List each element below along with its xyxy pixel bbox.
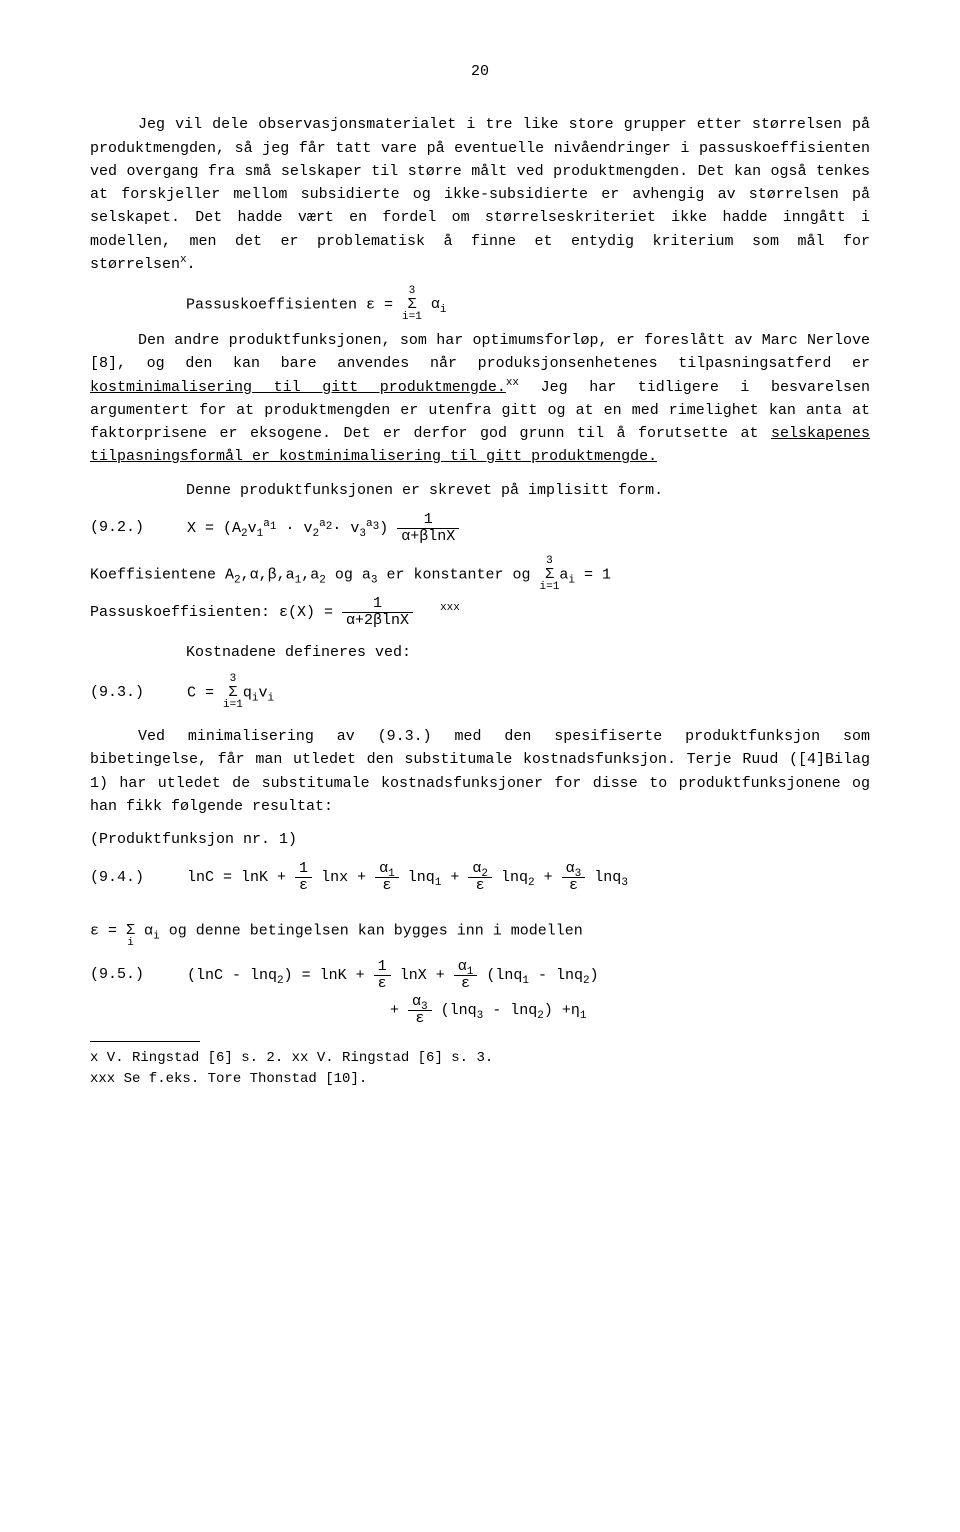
eps-condition: ε = Σ i αi og denne betingelsen kan bygg… (90, 912, 870, 949)
frac-passus2: 1 α+2βlnX (342, 596, 413, 629)
sum-bot: i=1 (402, 312, 422, 323)
eq-label-9-5: (9.5.) (90, 963, 178, 986)
footnotes: x V. Ringstad [6] s. 2. xx V. Ringstad [… (90, 1048, 870, 1091)
sum-symbol-4: Σ i (126, 912, 135, 949)
paragraph-2: Den andre produktfunksjonen, som har opt… (90, 329, 870, 469)
footnote-2: xxx Se f.eks. Tore Thonstad [10]. (90, 1069, 870, 1091)
sum-symbol: 3 Σ i=1 (402, 286, 422, 323)
sigma: Σ (402, 297, 422, 312)
equation-9-3: (9.3.) C = 3 Σ i=1 qivi (90, 674, 870, 711)
koef-line: Koeffisientene A2,α,β,a1,a2 og a3 er kon… (90, 556, 870, 593)
passus-label: Passuskoeffisienten ε = (186, 296, 402, 313)
equation-9-5-cont: + α3ε (lnq3 - lnq2) +η1 (390, 994, 870, 1027)
footnote-rule (90, 1041, 200, 1042)
equation-9-4: (9.4.) lnC = lnK + 1ε lnx + α1ε lnq1 + α… (90, 861, 870, 894)
equation-9-5: (9.5.) (lnC - lnq2) = lnK + 1ε lnX + α1ε… (90, 959, 870, 992)
paragraph-1: Jeg vil dele observasjonsmaterialet i tr… (90, 113, 870, 276)
footnote-mark-xxx: xxx (440, 602, 460, 614)
pf1-label: (Produktfunksjon nr. 1) (90, 828, 870, 851)
footnote-mark-xx: xx (506, 377, 519, 389)
equation-9-2: (9.2.) X = (A2v1a1 · v2a2· v3a3) 1 α+βln… (90, 512, 870, 545)
para2a: Den andre produktfunksjonen, som har opt… (90, 332, 870, 372)
sum-symbol-3: 3 Σ i=1 (223, 674, 243, 711)
eq92-body: X = (A2v1a1 · v2a2· v3a3) 1 α+βlnX (187, 520, 459, 537)
footnote-mark-x: x (180, 254, 187, 266)
passus-formula-2: Passuskoeffisienten: ε(X) = 1 α+2βlnX xx… (90, 596, 870, 629)
kost-def: Kostnadene defineres ved: (186, 641, 870, 664)
footnote-1: x V. Ringstad [6] s. 2. xx V. Ringstad [… (90, 1048, 870, 1070)
paragraph-4: Ved minimalisering av (9.3.) med den spe… (90, 725, 870, 818)
para1-text: Jeg vil dele observasjonsmaterialet i tr… (90, 116, 870, 273)
eq-label-9-4: (9.4.) (90, 866, 178, 889)
page-number: 20 (90, 60, 870, 83)
para1-end: . (187, 256, 196, 273)
eq-label-9-2: (9.2.) (90, 516, 178, 539)
sum-symbol-2: 3 Σ i=1 (540, 556, 560, 593)
eq-label-9-3: (9.3.) (90, 681, 178, 704)
alpha-i: αi (431, 296, 447, 313)
frac-9-2: 1 α+βlnX (397, 512, 459, 545)
passus-formula-1: Passuskoeffisienten ε = 3 Σ i=1 αi (186, 286, 870, 323)
para2-underline-1: kostminimalisering til gitt produktmengd… (90, 379, 506, 396)
paragraph-3: Denne produktfunksjonen er skrevet på im… (186, 479, 870, 502)
